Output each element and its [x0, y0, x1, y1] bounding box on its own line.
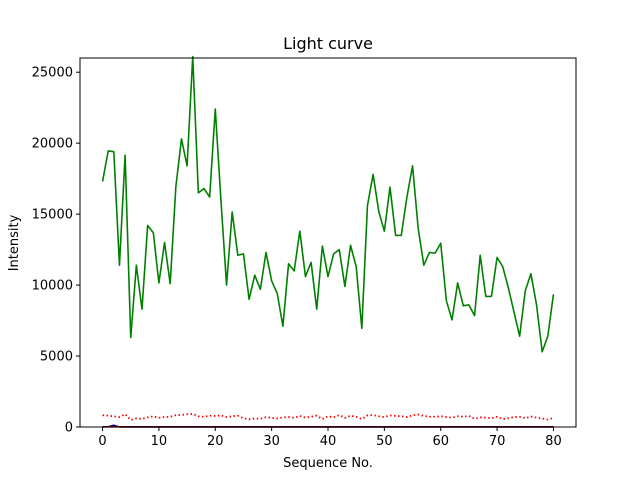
plot-area	[80, 58, 576, 427]
y-axis-label: Intensity	[7, 214, 22, 271]
x-tick-label: 70	[489, 434, 506, 449]
x-tick-label: 10	[151, 434, 168, 449]
y-tick-label: 10000	[32, 279, 73, 294]
x-tick-label: 80	[545, 434, 562, 449]
chart-title: Light curve	[283, 34, 373, 53]
x-tick-label: 0	[98, 434, 106, 449]
x-tick-label: 50	[376, 434, 393, 449]
x-tick-label: 20	[207, 434, 224, 449]
series-line-0	[101, 55, 555, 353]
y-tick-label: 5000	[40, 350, 73, 365]
y-tick-label: 15000	[32, 208, 73, 223]
x-tick-label: 30	[263, 434, 280, 449]
x-tick-label: 40	[320, 434, 337, 449]
y-tick-label: 25000	[32, 66, 73, 81]
y-tick-label: 0	[65, 421, 73, 436]
x-axis-label: Sequence No.	[283, 456, 373, 471]
y-axis-ticks: 0 5000 10000 15000 20000 25000	[32, 66, 80, 436]
x-axis-ticks: 0 10 20 30 40 50 60 70 80	[98, 427, 562, 449]
x-tick-label: 60	[432, 434, 449, 449]
y-tick-label: 20000	[32, 137, 73, 152]
